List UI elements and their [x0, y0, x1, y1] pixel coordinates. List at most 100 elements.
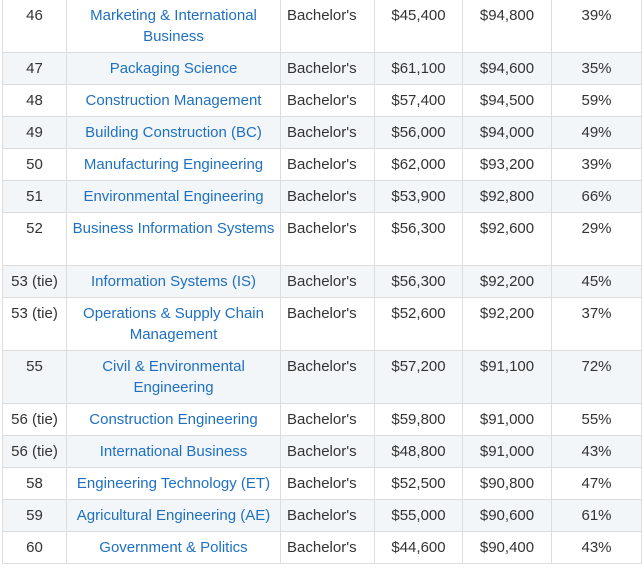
- mid-pay-cell: $94,500: [462, 84, 552, 117]
- early-pay-cell: $48,800: [374, 435, 463, 468]
- mid-pay-cell: $90,600: [462, 499, 552, 532]
- early-pay-cell: $61,100: [374, 52, 463, 85]
- major-cell: Business Information Systems: [66, 212, 281, 266]
- table-row: 47 Packaging Science Bachelor's $61,100 …: [2, 52, 642, 85]
- major-cell: Civil & Environmental Engineering: [66, 350, 281, 404]
- early-pay-cell: $56,300: [374, 265, 463, 298]
- table-row: 49 Building Construction (BC) Bachelor's…: [2, 116, 642, 149]
- major-cell: Agricultural Engineering (AE): [66, 499, 281, 532]
- rank-cell: 46: [2, 0, 67, 53]
- major-cell: International Business: [66, 435, 281, 468]
- table-row: 58 Engineering Technology (ET) Bachelor'…: [2, 467, 642, 500]
- early-pay-cell: $56,000: [374, 116, 463, 149]
- major-link[interactable]: Manufacturing Engineering: [83, 156, 264, 173]
- table-row: 53 (tie) Operations & Supply Chain Manag…: [2, 297, 642, 351]
- major-link[interactable]: Civil & Environmental Engineering: [102, 358, 245, 396]
- table-row: 55 Civil & Environmental Engineering Bac…: [2, 350, 642, 404]
- rank-cell: 59: [2, 499, 67, 532]
- meaning-cell: 72%: [551, 350, 642, 404]
- early-pay-cell: $45,400: [374, 0, 463, 53]
- table-row: 50 Manufacturing Engineering Bachelor's …: [2, 148, 642, 181]
- major-link[interactable]: Business Information Systems: [72, 220, 275, 237]
- rank-cell: 48: [2, 84, 67, 117]
- mid-pay-cell: $92,200: [462, 297, 552, 351]
- meaning-cell: 49%: [551, 116, 642, 149]
- table-row: 48 Construction Management Bachelor's $5…: [2, 84, 642, 117]
- major-link[interactable]: Construction Management: [85, 92, 262, 109]
- major-cell: Environmental Engineering: [66, 180, 281, 213]
- rank-cell: 55: [2, 350, 67, 404]
- degree-cell: Bachelor's: [280, 297, 375, 351]
- early-pay-cell: $59,800: [374, 403, 463, 436]
- early-pay-cell: $52,500: [374, 467, 463, 500]
- major-link[interactable]: Packaging Science: [109, 60, 238, 77]
- rank-cell: 53 (tie): [2, 265, 67, 298]
- mid-pay-cell: $90,400: [462, 531, 552, 564]
- rank-cell: 49: [2, 116, 67, 149]
- rank-cell: 51: [2, 180, 67, 213]
- mid-pay-cell: $93,200: [462, 148, 552, 181]
- table-row: 56 (tie) Construction Engineering Bachel…: [2, 403, 642, 436]
- rank-cell: 60: [2, 531, 67, 564]
- degree-cell: Bachelor's: [280, 0, 375, 53]
- major-link[interactable]: Agricultural Engineering (AE): [76, 507, 271, 524]
- mid-pay-cell: $90,800: [462, 467, 552, 500]
- mid-pay-cell: $91,000: [462, 435, 552, 468]
- degree-cell: Bachelor's: [280, 403, 375, 436]
- major-link[interactable]: International Business: [99, 443, 248, 460]
- major-link[interactable]: Government & Politics: [99, 539, 248, 556]
- table-row: 52 Business Information Systems Bachelor…: [2, 212, 642, 266]
- meaning-cell: 66%: [551, 180, 642, 213]
- meaning-cell: 59%: [551, 84, 642, 117]
- degree-cell: Bachelor's: [280, 350, 375, 404]
- table-row: 51 Environmental Engineering Bachelor's …: [2, 180, 642, 213]
- meaning-cell: 55%: [551, 403, 642, 436]
- mid-pay-cell: $91,000: [462, 403, 552, 436]
- major-cell: Construction Engineering: [66, 403, 281, 436]
- meaning-cell: 39%: [551, 0, 642, 53]
- major-cell: Information Systems (IS): [66, 265, 281, 298]
- mid-pay-cell: $94,800: [462, 0, 552, 53]
- major-cell: Building Construction (BC): [66, 116, 281, 149]
- major-cell: Operations & Supply Chain Management: [66, 297, 281, 351]
- rank-cell: 52: [2, 212, 67, 266]
- table-row: 56 (tie) International Business Bachelor…: [2, 435, 642, 468]
- meaning-cell: 37%: [551, 297, 642, 351]
- degree-cell: Bachelor's: [280, 116, 375, 149]
- early-pay-cell: $52,600: [374, 297, 463, 351]
- table-row: 53 (tie) Information Systems (IS) Bachel…: [2, 265, 642, 298]
- degree-cell: Bachelor's: [280, 148, 375, 181]
- major-link[interactable]: Information Systems (IS): [90, 273, 257, 290]
- degree-cell: Bachelor's: [280, 265, 375, 298]
- early-pay-cell: $57,400: [374, 84, 463, 117]
- major-link[interactable]: Environmental Engineering: [83, 188, 264, 205]
- meaning-cell: 47%: [551, 467, 642, 500]
- early-pay-cell: $57,200: [374, 350, 463, 404]
- mid-pay-cell: $94,000: [462, 116, 552, 149]
- major-link[interactable]: Building Construction (BC): [85, 124, 262, 141]
- major-cell: Construction Management: [66, 84, 281, 117]
- degree-cell: Bachelor's: [280, 467, 375, 500]
- major-cell: Manufacturing Engineering: [66, 148, 281, 181]
- major-link[interactable]: Construction Engineering: [89, 411, 258, 428]
- meaning-cell: 45%: [551, 265, 642, 298]
- rank-cell: 58: [2, 467, 67, 500]
- major-link[interactable]: Marketing & International Business: [90, 7, 257, 45]
- early-pay-cell: $62,000: [374, 148, 463, 181]
- rank-cell: 53 (tie): [2, 297, 67, 351]
- early-pay-cell: $55,000: [374, 499, 463, 532]
- rank-cell: 56 (tie): [2, 403, 67, 436]
- early-pay-cell: $56,300: [374, 212, 463, 266]
- major-link[interactable]: Engineering Technology (ET): [76, 475, 271, 492]
- major-link[interactable]: Operations & Supply Chain Management: [83, 305, 264, 343]
- rank-cell: 56 (tie): [2, 435, 67, 468]
- rank-cell: 47: [2, 52, 67, 85]
- table-row: 60 Government & Politics Bachelor's $44,…: [2, 531, 642, 564]
- degree-cell: Bachelor's: [280, 180, 375, 213]
- degree-cell: Bachelor's: [280, 435, 375, 468]
- mid-pay-cell: $92,600: [462, 212, 552, 266]
- meaning-cell: 61%: [551, 499, 642, 532]
- mid-pay-cell: $91,100: [462, 350, 552, 404]
